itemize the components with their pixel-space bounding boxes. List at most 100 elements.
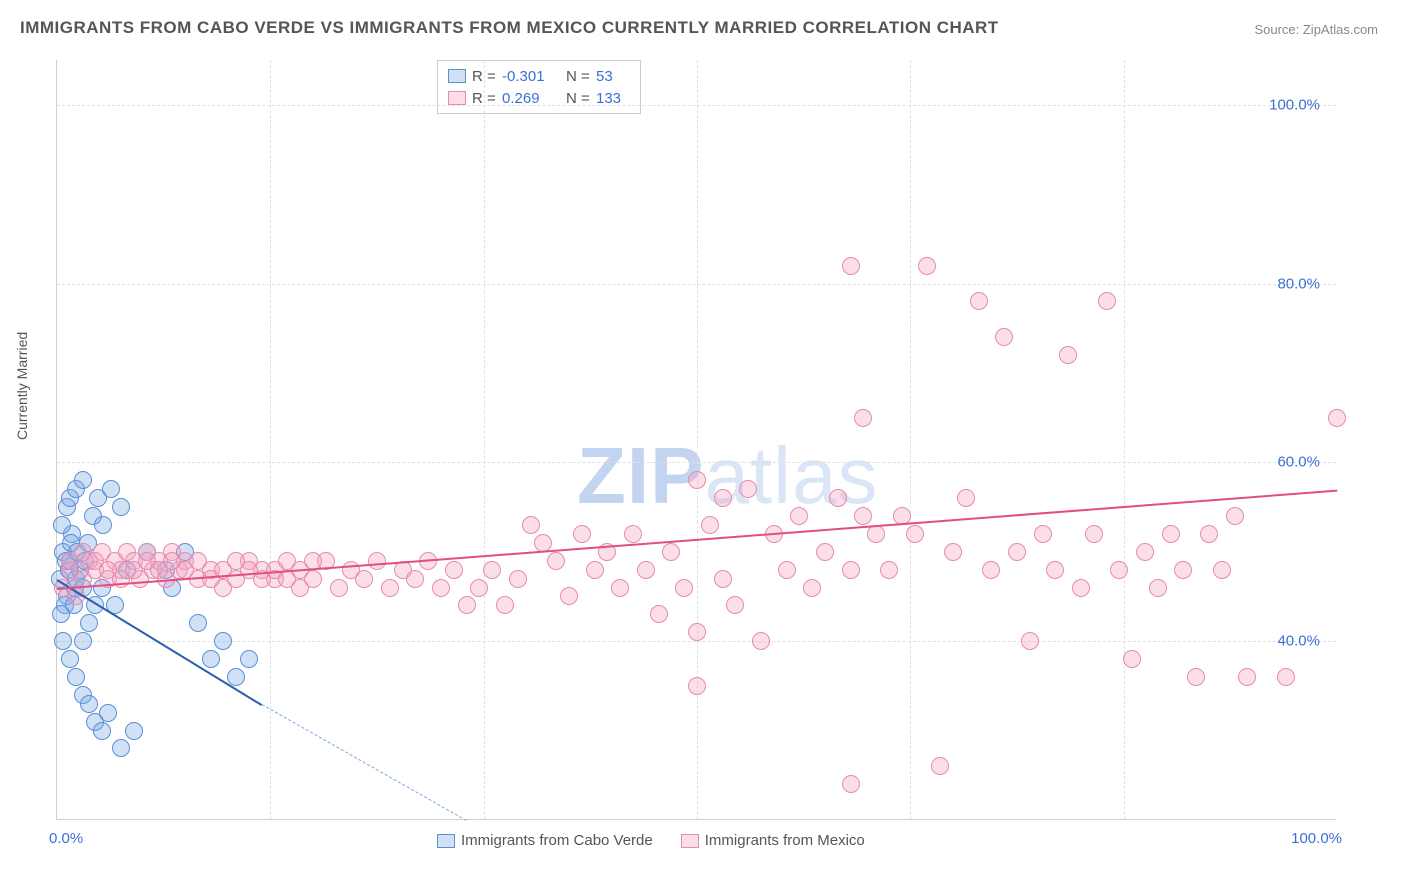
point-mexico	[586, 561, 604, 579]
y-tick-label: 100.0%	[1269, 96, 1320, 113]
point-cabo-verde	[125, 722, 143, 740]
stats-row-cabo-verde: R = -0.301 N = 53	[448, 65, 630, 87]
point-mexico	[496, 596, 514, 614]
point-cabo-verde	[74, 471, 92, 489]
point-mexico	[752, 632, 770, 650]
point-mexico	[1123, 650, 1141, 668]
stats-legend: R = -0.301 N = 53 R = 0.269 N = 133	[437, 60, 641, 114]
point-mexico	[355, 570, 373, 588]
point-mexico	[995, 328, 1013, 346]
y-tick-label: 60.0%	[1277, 454, 1320, 471]
point-mexico	[1008, 543, 1026, 561]
point-mexico	[714, 570, 732, 588]
point-cabo-verde	[54, 632, 72, 650]
point-mexico	[1277, 668, 1295, 686]
point-mexico	[803, 579, 821, 597]
point-cabo-verde	[102, 480, 120, 498]
point-mexico	[688, 677, 706, 695]
point-mexico	[1187, 668, 1205, 686]
point-mexico	[982, 561, 1000, 579]
point-mexico	[381, 579, 399, 597]
point-mexico	[470, 579, 488, 597]
point-mexico	[970, 292, 988, 310]
point-mexico	[432, 579, 450, 597]
swatch-mexico	[448, 91, 466, 105]
y-tick-label: 40.0%	[1277, 633, 1320, 650]
point-cabo-verde	[227, 668, 245, 686]
point-mexico	[522, 516, 540, 534]
point-mexico	[714, 489, 732, 507]
point-cabo-verde	[74, 632, 92, 650]
point-mexico	[726, 596, 744, 614]
point-mexico	[1034, 525, 1052, 543]
point-mexico	[906, 525, 924, 543]
gridline-v	[910, 60, 911, 819]
point-mexico	[944, 543, 962, 561]
point-mexico	[816, 543, 834, 561]
bottom-legend: Immigrants from Cabo Verde Immigrants fr…	[437, 832, 865, 849]
point-cabo-verde	[214, 632, 232, 650]
point-cabo-verde	[94, 516, 112, 534]
point-mexico	[688, 471, 706, 489]
point-mexico	[573, 525, 591, 543]
point-mexico	[611, 579, 629, 597]
point-mexico	[931, 757, 949, 775]
point-mexico	[1162, 525, 1180, 543]
point-mexico	[458, 596, 476, 614]
point-mexico	[509, 570, 527, 588]
point-mexico	[406, 570, 424, 588]
point-mexico	[560, 587, 578, 605]
point-mexico	[1200, 525, 1218, 543]
point-cabo-verde	[189, 614, 207, 632]
trendline-dash	[262, 704, 467, 821]
point-cabo-verde	[61, 650, 79, 668]
point-cabo-verde	[112, 498, 130, 516]
point-cabo-verde	[67, 668, 85, 686]
point-mexico	[1085, 525, 1103, 543]
point-mexico	[368, 552, 386, 570]
point-mexico	[1213, 561, 1231, 579]
gridline-v	[484, 60, 485, 819]
point-mexico	[1059, 346, 1077, 364]
point-mexico	[624, 525, 642, 543]
watermark: ZIPatlas	[577, 430, 878, 522]
point-mexico	[547, 552, 565, 570]
point-mexico	[739, 480, 757, 498]
gridline-v	[1124, 60, 1125, 819]
point-cabo-verde	[80, 695, 98, 713]
point-mexico	[1021, 632, 1039, 650]
point-mexico	[688, 623, 706, 641]
point-mexico	[880, 561, 898, 579]
point-mexico	[1098, 292, 1116, 310]
point-mexico	[842, 257, 860, 275]
gridline-v	[270, 60, 271, 819]
point-mexico	[445, 561, 463, 579]
point-mexico	[675, 579, 693, 597]
point-mexico	[790, 507, 808, 525]
point-mexico	[1110, 561, 1128, 579]
legend-item-mexico: Immigrants from Mexico	[681, 832, 865, 849]
point-mexico	[1238, 668, 1256, 686]
point-mexico	[330, 579, 348, 597]
point-cabo-verde	[80, 614, 98, 632]
point-mexico	[1174, 561, 1192, 579]
point-mexico	[842, 775, 860, 793]
point-cabo-verde	[93, 722, 111, 740]
point-cabo-verde	[99, 704, 117, 722]
swatch-cabo-verde	[448, 69, 466, 83]
plot-area: ZIPatlas R = -0.301 N = 53 R = 0.269 N =…	[56, 60, 1336, 820]
point-mexico	[1072, 579, 1090, 597]
point-mexico	[1149, 579, 1167, 597]
point-mexico	[701, 516, 719, 534]
y-tick-label: 80.0%	[1277, 275, 1320, 292]
point-mexico	[867, 525, 885, 543]
point-mexico	[1046, 561, 1064, 579]
point-mexico	[854, 409, 872, 427]
point-mexico	[829, 489, 847, 507]
point-mexico	[1226, 507, 1244, 525]
point-cabo-verde	[53, 516, 71, 534]
point-mexico	[1136, 543, 1154, 561]
point-mexico	[842, 561, 860, 579]
point-cabo-verde	[112, 739, 130, 757]
chart-title: IMMIGRANTS FROM CABO VERDE VS IMMIGRANTS…	[20, 18, 999, 38]
